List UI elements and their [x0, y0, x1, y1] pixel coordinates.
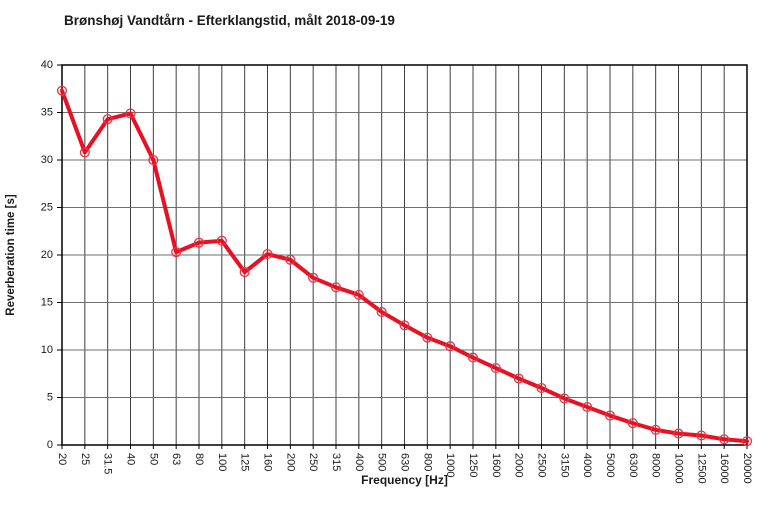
y-tick-labels: 0 5 10 15 20 25 30 35 40 — [41, 59, 53, 451]
x-tick-label: 63 — [170, 453, 182, 465]
series-markers — [56, 85, 753, 447]
x-tick-label: 1250 — [467, 453, 479, 477]
y-axis-title: Reverberation time [s] — [5, 194, 17, 316]
data-point-marker — [216, 235, 227, 246]
data-point-marker — [673, 428, 684, 439]
x-tick-label: 315 — [330, 453, 342, 471]
data-point-marker — [399, 320, 410, 331]
x-tick-label: 2000 — [513, 453, 525, 477]
y-axis-ticks — [57, 64, 62, 446]
data-point-marker — [490, 362, 501, 374]
x-tick-label: 100 — [216, 453, 228, 471]
x-tick-label: 1000 — [444, 453, 456, 477]
x-tick-label: 16000 — [718, 453, 730, 484]
data-point-marker — [445, 341, 456, 352]
series-line — [60, 88, 749, 444]
x-tick-label: 12500 — [695, 453, 707, 484]
data-point-marker — [582, 401, 593, 413]
x-tick-label: 8000 — [650, 453, 662, 477]
data-point-marker — [56, 85, 68, 96]
y-tick-label: 10 — [41, 344, 53, 356]
data-point-marker — [102, 114, 113, 125]
data-point-marker — [193, 237, 205, 248]
data-point-marker — [559, 393, 570, 404]
data-point-marker — [536, 382, 547, 394]
x-tick-label: 5000 — [604, 453, 616, 477]
data-point-marker — [171, 247, 182, 258]
x-axis-ticks — [61, 445, 748, 449]
x-tick-label: 3150 — [558, 453, 570, 477]
data-point-marker — [308, 272, 319, 283]
y-tick-label: 30 — [41, 154, 53, 166]
data-point-marker — [285, 254, 296, 265]
y-tick-label: 40 — [41, 59, 53, 71]
x-axis-title: Frequency [Hz] — [361, 473, 448, 487]
y-tick-label: 25 — [41, 202, 53, 214]
x-tick-labels: 20 25 31.5 40 50 63 80 100 125 160 200 250 315 400 500… — [56, 453, 753, 484]
x-tick-label: 250 — [307, 453, 319, 471]
data-point-marker — [627, 418, 638, 429]
x-tick-label: 50 — [147, 453, 159, 465]
data-point-marker — [79, 147, 90, 158]
x-tick-label: 125 — [239, 453, 251, 471]
x-tick-label: 160 — [262, 453, 274, 471]
data-point-marker — [467, 352, 479, 363]
horizontal-gridlines — [62, 112, 747, 398]
data-point-marker — [719, 434, 730, 445]
x-tick-label: 10000 — [673, 453, 685, 484]
x-tick-label: 31.5 — [102, 453, 114, 474]
chart-title: Brønshøj Vandtårn - Efterklangstid, målt… — [64, 13, 395, 28]
data-point-marker — [422, 332, 433, 343]
data-point-marker — [262, 249, 273, 260]
x-tick-label: 4000 — [581, 453, 593, 477]
x-tick-label: 630 — [399, 453, 411, 471]
data-point-marker — [513, 373, 524, 384]
x-tick-label: 80 — [193, 453, 205, 465]
x-tick-label: 20000 — [741, 453, 753, 484]
x-tick-label: 6300 — [627, 453, 639, 477]
data-point-marker — [239, 267, 250, 278]
y-tick-label: 20 — [41, 249, 53, 261]
x-tick-label: 25 — [79, 453, 91, 465]
y-tick-label: 0 — [47, 439, 53, 451]
data-point-marker — [148, 154, 159, 166]
x-tick-label: 40 — [125, 453, 137, 465]
y-tick-label: 5 — [47, 392, 53, 404]
x-tick-label: 800 — [421, 453, 433, 471]
x-tick-label: 20 — [56, 453, 68, 465]
x-tick-label: 400 — [353, 453, 365, 471]
data-point-marker — [650, 424, 661, 435]
data-point-marker — [604, 410, 616, 421]
x-tick-label: 500 — [376, 453, 388, 471]
data-point-marker — [696, 430, 707, 441]
y-tick-label: 15 — [41, 297, 53, 309]
x-tick-label: 200 — [284, 453, 296, 471]
data-point-marker — [353, 289, 364, 300]
data-point-marker — [330, 282, 342, 293]
data-point-marker — [376, 306, 387, 318]
data-point-marker — [125, 108, 136, 119]
data-point-marker — [741, 436, 753, 447]
x-tick-label: 1600 — [490, 453, 502, 477]
x-tick-label: 2500 — [536, 453, 548, 477]
y-tick-label: 35 — [41, 107, 53, 119]
